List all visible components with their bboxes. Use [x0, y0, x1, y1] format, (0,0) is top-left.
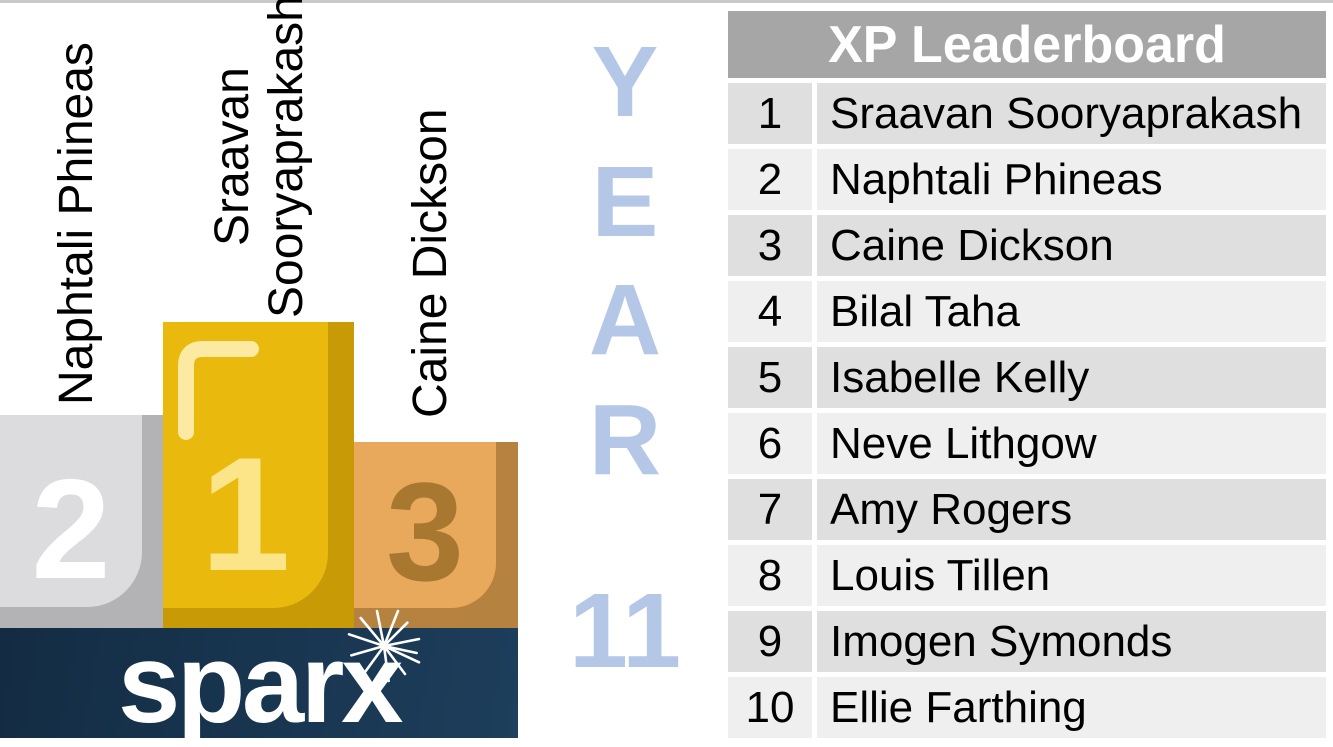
gloss-highlight-icon	[178, 341, 259, 440]
name-cell: Bilal Taha	[817, 281, 1326, 342]
name-cell: Ellie Farthing	[817, 677, 1326, 738]
podium-name-first-line1: Sraavan	[206, 67, 259, 246]
rank-cell: 4	[728, 281, 812, 342]
podium-block-first-face: 1	[163, 322, 328, 608]
year-letter: R	[588, 384, 662, 496]
podium-block-third: 3	[354, 442, 518, 628]
rank-cell: 3	[728, 215, 812, 276]
rank-cell: 6	[728, 413, 812, 474]
year-letter: A	[588, 264, 662, 376]
podium-rank-third: 3	[386, 453, 464, 610]
podium-rank-first: 1	[200, 424, 291, 605]
rank-cell: 8	[728, 545, 812, 606]
name-cell: Amy Rogers	[817, 479, 1326, 540]
name-cell: Sraavan Sooryaprakash	[817, 83, 1326, 144]
name-cell: Imogen Symonds	[817, 611, 1326, 672]
podium-name-first: Sraavan Sooryaprakash	[206, 0, 314, 318]
podium-block-second-face: 2	[0, 415, 142, 607]
podium-rank-second: 2	[31, 450, 111, 609]
podium-name-third: Caine Dickson	[404, 108, 457, 418]
name-cell: Louis Tillen	[817, 545, 1326, 606]
sparx-wordmark-x: x	[341, 609, 421, 740]
leaderboard: XP Leaderboard 1 Sraavan Sooryaprakash 2…	[728, 11, 1326, 738]
sparx-wordmark-prefix: spar	[117, 621, 345, 746]
rank-cell: 5	[728, 347, 812, 408]
rank-cell: 2	[728, 149, 812, 210]
name-cell: Naphtali Phineas	[817, 149, 1326, 210]
sparx-logo: spar x	[117, 609, 421, 746]
podium-name-second: Naphtali Phineas	[50, 42, 103, 405]
year-letter: E	[591, 146, 659, 258]
name-cell: Isabelle Kelly	[817, 347, 1326, 408]
name-cell: Neve Lithgow	[817, 413, 1326, 474]
podium-name-first-line2: Sooryaprakash	[260, 0, 313, 318]
leaderboard-rows: 1 Sraavan Sooryaprakash 2 Naphtali Phine…	[728, 83, 1326, 738]
podium-block-second: 2	[0, 415, 163, 628]
rank-cell: 9	[728, 611, 812, 672]
podium-block-third-face: 3	[354, 442, 496, 608]
year-number: 11	[568, 572, 682, 690]
sparx-banner: spar x	[0, 609, 518, 746]
rank-cell: 1	[728, 83, 812, 144]
rank-cell: 10	[728, 677, 812, 738]
rank-cell: 7	[728, 479, 812, 540]
year-letter: Y	[591, 26, 659, 138]
leaderboard-title: XP Leaderboard	[728, 11, 1326, 78]
podium-block-first: 1	[163, 322, 354, 628]
name-cell: Caine Dickson	[817, 215, 1326, 276]
slide-top-border	[0, 0, 1333, 3]
